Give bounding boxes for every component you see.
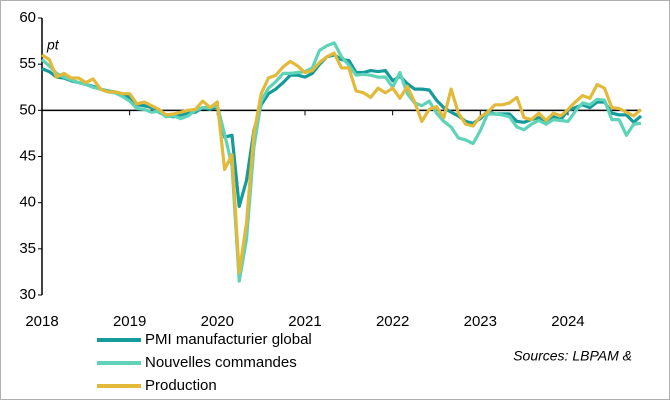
y-tick-label: 30 [19,286,36,303]
y-tick-label: 35 [19,240,36,257]
legend-label: Nouvelles commandes [145,354,297,371]
unit-label: pt [46,37,60,53]
x-tick-label: 2021 [288,313,321,330]
x-tick-label: 2019 [113,313,146,330]
y-tick-label: 60 [19,9,36,26]
legend-label: Production [145,377,217,394]
x-tick-label: 2018 [25,313,58,330]
x-tick-label: 2020 [201,313,234,330]
legend-label: PMI manufacturier global [145,331,312,348]
y-tick-label: 40 [19,194,36,211]
series-line [41,53,643,208]
y-tick-label: 55 [19,55,36,72]
series-line [41,51,643,275]
source: Sources: LBPAM & [513,348,632,364]
series-line [40,41,642,283]
x-tick-label: 2024 [551,313,584,330]
x-tick-label: 2023 [464,313,497,330]
x-tick-label: 2022 [376,313,409,330]
y-tick-label: 45 [19,147,36,164]
y-tick-label: 50 [19,101,36,118]
